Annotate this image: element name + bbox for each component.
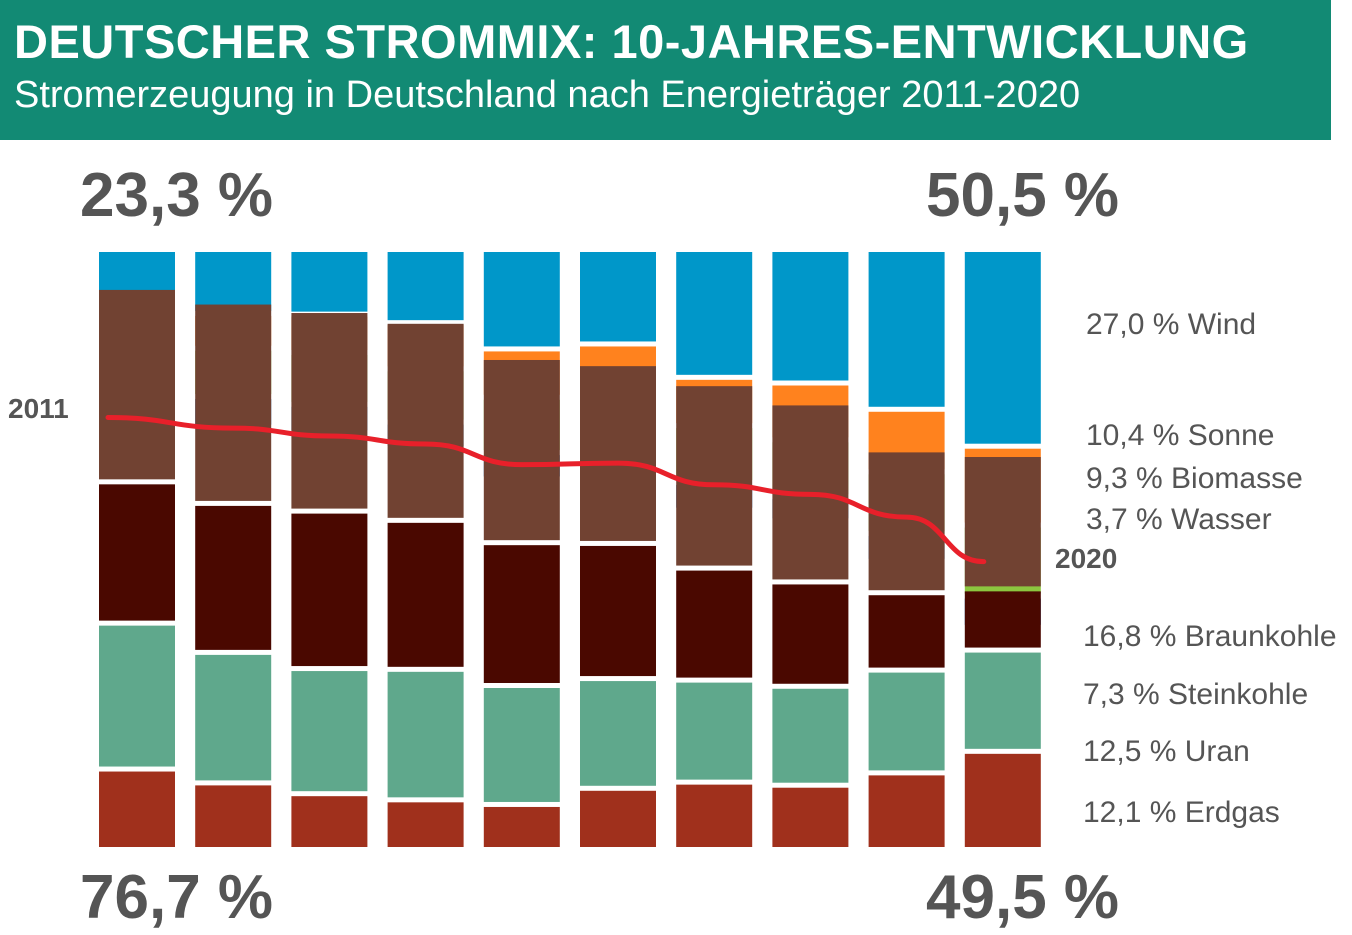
bar-uran-2018	[772, 688, 849, 783]
bar-braunkohle-2014	[387, 323, 464, 518]
bar-wind-2020	[964, 252, 1041, 444]
header-banner: DEUTSCHER STROMMIX: 10-JAHRES-ENTWICKLUN…	[0, 0, 1331, 140]
bar-uran-2013	[291, 671, 368, 792]
bar-erdgas-2018	[772, 787, 849, 847]
bar-erdgas-2014	[387, 802, 464, 847]
bar-braunkohle-2011	[99, 289, 175, 480]
bar-uran-2019	[868, 672, 945, 771]
legend-erdgas: 12,1 % Erdgas	[1083, 796, 1280, 829]
bar-braunkohle-2017	[676, 386, 753, 566]
bar-steinkohle-2018	[772, 584, 849, 684]
bar-braunkohle-2012	[195, 304, 272, 501]
renewable-share-2020: 50,5 %	[926, 161, 1120, 230]
legend-uran: 12,5 % Uran	[1083, 735, 1250, 768]
bar-erdgas-2016	[580, 790, 656, 847]
page-title: DEUTSCHER STROMMIX: 10-JAHRES-ENTWICKLUN…	[14, 15, 1249, 68]
bar-uran-2016	[580, 681, 656, 786]
bar-uran-2014	[387, 671, 464, 798]
bar-steinkohle-2019	[868, 595, 945, 668]
bar-erdgas-2020	[964, 753, 1041, 847]
bar-steinkohle-2016	[580, 545, 656, 677]
legend-biomasse: 9,3 % Biomasse	[1086, 462, 1303, 495]
bar-erdgas-2015	[483, 806, 560, 847]
legend-steinkohle: 7,3 % Steinkohle	[1083, 678, 1309, 711]
bar-steinkohle-2017	[676, 570, 753, 678]
renewable-share-2011: 23,3 %	[80, 161, 274, 230]
bar-erdgas-2012	[195, 785, 272, 847]
bar-wind-2015	[483, 252, 560, 347]
bar-braunkohle-2019	[868, 452, 945, 591]
bar-braunkohle-2013	[291, 313, 368, 509]
page-subtitle: Stromerzeugung in Deutschland nach Energ…	[14, 74, 1081, 116]
bar-steinkohle-2013	[291, 513, 368, 667]
bar-braunkohle-2015	[483, 359, 560, 541]
bar-uran-2012	[195, 654, 272, 781]
conventional-share-2011: 76,7 %	[80, 863, 274, 932]
bar-wind-2016	[580, 252, 656, 342]
bar-uran-2020	[964, 652, 1041, 749]
bar-braunkohle-2020	[964, 457, 1041, 587]
bar-uran-2017	[676, 682, 753, 780]
bar-erdgas-2011	[99, 771, 175, 847]
bar-braunkohle-2016	[580, 366, 656, 541]
legend-wind: 27,0 % Wind	[1086, 308, 1257, 341]
bar-erdgas-2013	[291, 796, 368, 847]
bar-steinkohle-2014	[387, 522, 464, 667]
bar-steinkohle-2012	[195, 505, 272, 650]
bar-steinkohle-2011	[99, 484, 175, 621]
bar-wind-2013	[291, 252, 368, 312]
bar-wind-2017	[676, 252, 753, 375]
bar-wind-2018	[772, 252, 849, 381]
bar-uran-2011	[99, 625, 175, 767]
conventional-share-2020: 49,5 %	[926, 863, 1120, 932]
bar-steinkohle-2015	[483, 545, 560, 683]
legend-sonne: 10,4 % Sonne	[1086, 419, 1275, 452]
bar-wind-2012	[195, 252, 272, 311]
renewable-share-line	[105, 414, 987, 565]
legend-wasser: 3,7 % Wasser	[1086, 503, 1272, 536]
bar-wind-2019	[868, 252, 945, 407]
year-label-2020: 2020	[1055, 543, 1118, 574]
year-label-2011: 2011	[8, 393, 69, 424]
bar-wind-2014	[387, 252, 464, 321]
bar-uran-2015	[483, 688, 560, 802]
bar-erdgas-2017	[676, 784, 753, 847]
bar-steinkohle-2020	[964, 591, 1041, 648]
legend-braunkohle: 16,8 % Braunkohle	[1083, 620, 1337, 653]
bar-erdgas-2019	[868, 775, 945, 847]
